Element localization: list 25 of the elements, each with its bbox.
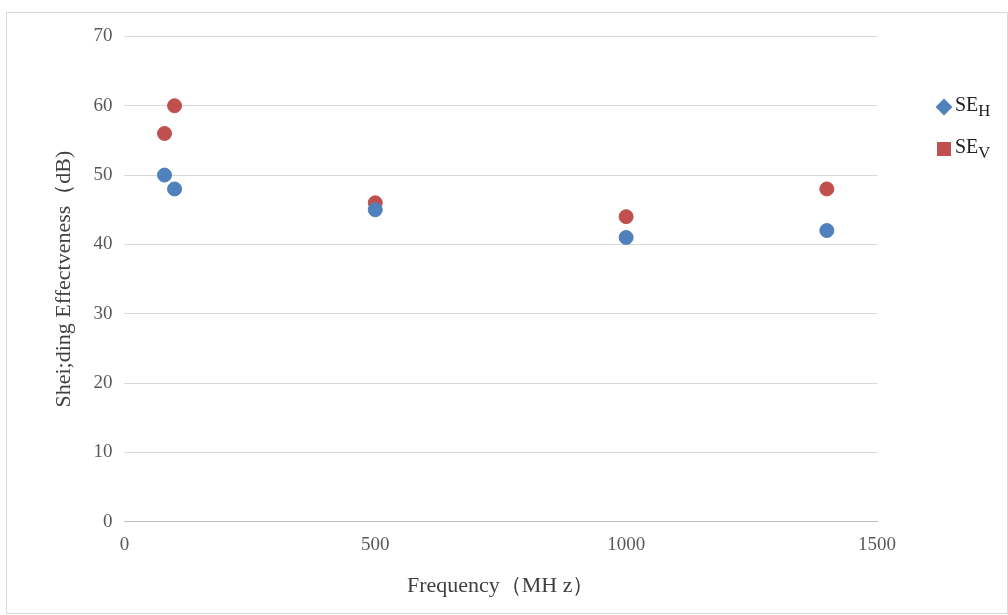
point xyxy=(157,167,173,183)
point xyxy=(157,125,173,141)
point xyxy=(167,181,183,197)
y-tick-label: 50 xyxy=(93,163,113,185)
y-tick-label: 10 xyxy=(93,440,113,462)
point xyxy=(167,98,183,114)
point xyxy=(618,229,634,245)
legend-label: SE$_{V}$ xyxy=(955,135,991,163)
x-tick-label: 0 xyxy=(119,533,130,555)
x-tick-label: 1000 xyxy=(607,533,646,555)
x-axis-title: Frequency（MH z） xyxy=(406,571,595,597)
y-tick-label: 30 xyxy=(93,301,113,323)
x-tick-label: 1500 xyxy=(858,533,896,555)
legend-label: SE$_{H}$ xyxy=(955,93,991,121)
point xyxy=(819,223,835,239)
x-tick-label: 500 xyxy=(361,533,390,555)
point xyxy=(367,202,383,218)
point xyxy=(819,181,835,197)
y-tick-label: 40 xyxy=(93,232,113,254)
point xyxy=(618,209,634,225)
y-axis-title: Shei;ding Effectveness（dB) xyxy=(49,150,75,408)
y-tick-label: 60 xyxy=(93,93,113,115)
y-tick-label: 0 xyxy=(102,509,113,531)
y-tick-label: 20 xyxy=(93,371,113,393)
y-tick-label: 70 xyxy=(93,24,113,46)
